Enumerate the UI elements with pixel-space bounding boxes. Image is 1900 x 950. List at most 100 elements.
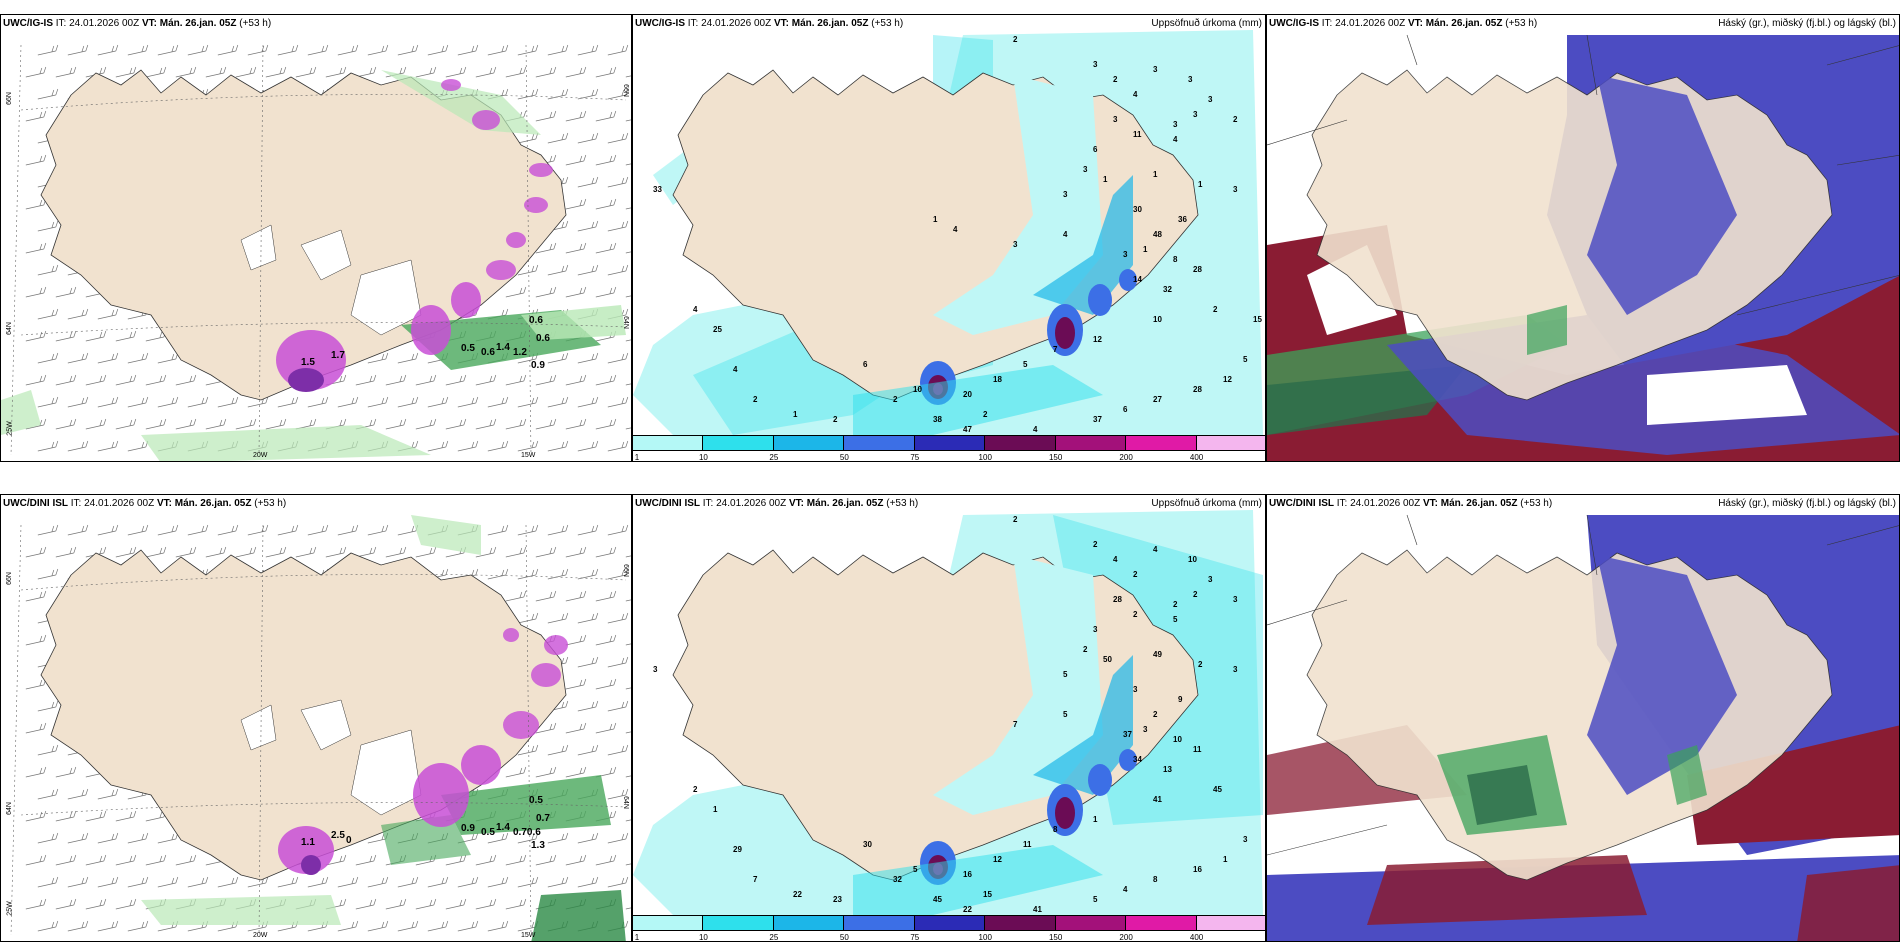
wind-barb (55, 286, 77, 298)
wind-barb (577, 700, 599, 712)
precip-value: 27 (1153, 395, 1162, 404)
wind-barb (85, 330, 107, 342)
wind-barb (517, 876, 539, 888)
wind-barb (175, 374, 197, 386)
wind-barb (157, 396, 179, 408)
wind-barb (187, 524, 209, 536)
precip-value: 32 (1163, 285, 1172, 294)
precip-value: 16 (1193, 865, 1202, 874)
wind-barb (595, 374, 617, 386)
wind-barb (595, 286, 617, 298)
precip-value: 1 (1153, 170, 1158, 179)
wind-barb (475, 66, 497, 78)
wind-barb (505, 898, 527, 910)
wind-map-dini (1, 495, 631, 941)
wind-barb (625, 907, 631, 910)
wind-barb (517, 396, 539, 408)
wind-barb (457, 440, 479, 452)
legend-swatch (1055, 915, 1127, 931)
precip-value: 34 (1133, 755, 1142, 764)
lat-66-label: 66N (5, 572, 13, 585)
wind-barb (145, 66, 167, 78)
wind-barb (385, 418, 407, 430)
wind-barb (295, 66, 317, 78)
precip-value: 4 (1123, 885, 1128, 894)
wind-barb (175, 546, 197, 558)
wind-value: 0.9 (461, 823, 475, 834)
precip-value: 5 (913, 865, 918, 874)
wind-barb (67, 352, 89, 364)
wind-barb (577, 744, 599, 756)
wind-barb (25, 374, 47, 386)
wind-barb (265, 66, 287, 78)
wind-barb (487, 44, 509, 56)
wind-barb (607, 396, 629, 408)
wind-map-panel-igis: UWC/IG-IS IT: 24.01.2026 00Z VT: Mán. 26… (0, 14, 632, 462)
precip-value: 2 (893, 395, 898, 404)
precip-value: 6 (863, 360, 868, 369)
wind-barb (577, 832, 599, 844)
wind-barb (115, 66, 137, 78)
precip-value: 1 (793, 410, 798, 419)
cloud-map-title: Háský (gr.), miðský (fj.bl.) og lágský (… (1718, 498, 1896, 509)
wind-barb (325, 546, 347, 558)
wind-barb (577, 612, 599, 624)
precip-value: 32 (893, 875, 902, 884)
precip-value: 1 (1143, 245, 1148, 254)
legend-swatch (773, 915, 845, 931)
wind-barb (25, 66, 47, 78)
precip-value: 8 (1053, 825, 1058, 834)
cloud-map-header: UWC/IG-IS IT: 24.01.2026 00Z VT: Mán. 26… (1269, 18, 1538, 29)
wind-barb (535, 242, 557, 254)
precip-value: 15 (1253, 315, 1262, 324)
wind-value: 2.5 (331, 830, 345, 841)
wind-barb (235, 418, 257, 430)
wind-barb (517, 264, 539, 276)
wind-map-igis (1, 15, 631, 461)
wind-barb (175, 418, 197, 430)
precip-value: 3 (1153, 65, 1158, 74)
lat-64-label-right: 64N (621, 316, 629, 329)
legend-label: 1 (634, 933, 640, 942)
wind-barb (55, 766, 77, 778)
precip-value: 12 (1093, 335, 1102, 344)
precip-value: 7 (1013, 720, 1018, 729)
wind-barb (55, 66, 77, 78)
wind-barb (625, 775, 631, 778)
precip-value: 3 (1123, 250, 1128, 259)
wind-barb (577, 876, 599, 888)
wind-barb (37, 396, 59, 408)
cloud-map-igis (1267, 15, 1899, 461)
legend-swatch (1196, 915, 1265, 931)
wind-barb (595, 546, 617, 558)
wind-barb (67, 788, 89, 800)
wind-barb (307, 524, 329, 536)
precip-value: 3 (1188, 75, 1193, 84)
wind-barb (625, 687, 631, 690)
precip-value: 1 (1103, 175, 1108, 184)
wind-map-header: UWC/DINI ISL IT: 24.01.2026 00Z VT: Mán.… (3, 498, 287, 509)
wind-barb (595, 634, 617, 646)
wind-barb (457, 396, 479, 408)
precip-value: 30 (1133, 205, 1142, 214)
wind-barb (367, 876, 389, 888)
wind-barb (37, 788, 59, 800)
precip-value: 41 (1153, 795, 1162, 804)
wind-barb (517, 744, 539, 756)
wind-barb (385, 374, 407, 386)
wind-barb (307, 876, 329, 888)
wind-barb (37, 44, 59, 56)
wind-barb (505, 546, 527, 558)
precip-value: 36 (1178, 215, 1187, 224)
wind-barb (157, 876, 179, 888)
precip-value: 2 (693, 785, 698, 794)
precip-value: 9 (1178, 695, 1183, 704)
wind-barb (547, 396, 569, 408)
wind-barb (607, 264, 629, 276)
wind-barb (85, 898, 107, 910)
wind-barb (487, 832, 509, 844)
wind-barb (157, 44, 179, 56)
wind-barb (595, 242, 617, 254)
lat-66-label-right: 66N (621, 564, 629, 577)
lat-64-label: 64N (5, 802, 13, 815)
